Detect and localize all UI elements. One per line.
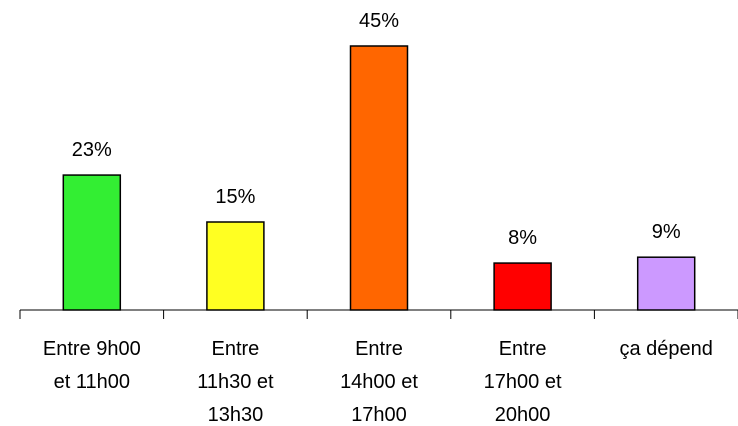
category-label: Entre [499,338,547,360]
bar [349,45,409,311]
bar [62,174,122,311]
data-label: 9% [652,221,681,243]
category-label: 17h00 [351,404,407,426]
bars-group [62,45,696,311]
category-label: Entre 9h00 [43,338,141,360]
category-label: 20h00 [495,404,551,426]
data-labels-group: 23% 15% 45% 8% 9% [72,10,681,249]
category-label: et 11h00 [54,371,130,393]
x-axis-ticks [19,310,738,319]
category-label: 17h00 et [484,371,562,393]
data-label: 8% [508,227,537,249]
data-label: 45% [359,10,399,32]
category-label: 13h30 [208,404,264,426]
x-axis-tick-labels: Entre 9h00 et 11h00 Entre 11h30 et 13h30 Entr… [43,338,713,426]
category-label: Entre [355,338,403,360]
category-label: 11h30 et [197,371,274,393]
bar [493,262,552,311]
data-label: 23% [72,139,112,161]
category-label: 14h00 et [340,371,418,393]
category-label: ça dépend [619,338,712,360]
bar [206,221,265,311]
data-label: 15% [215,186,255,208]
bar [636,256,696,311]
category-label: Entre [211,338,259,360]
